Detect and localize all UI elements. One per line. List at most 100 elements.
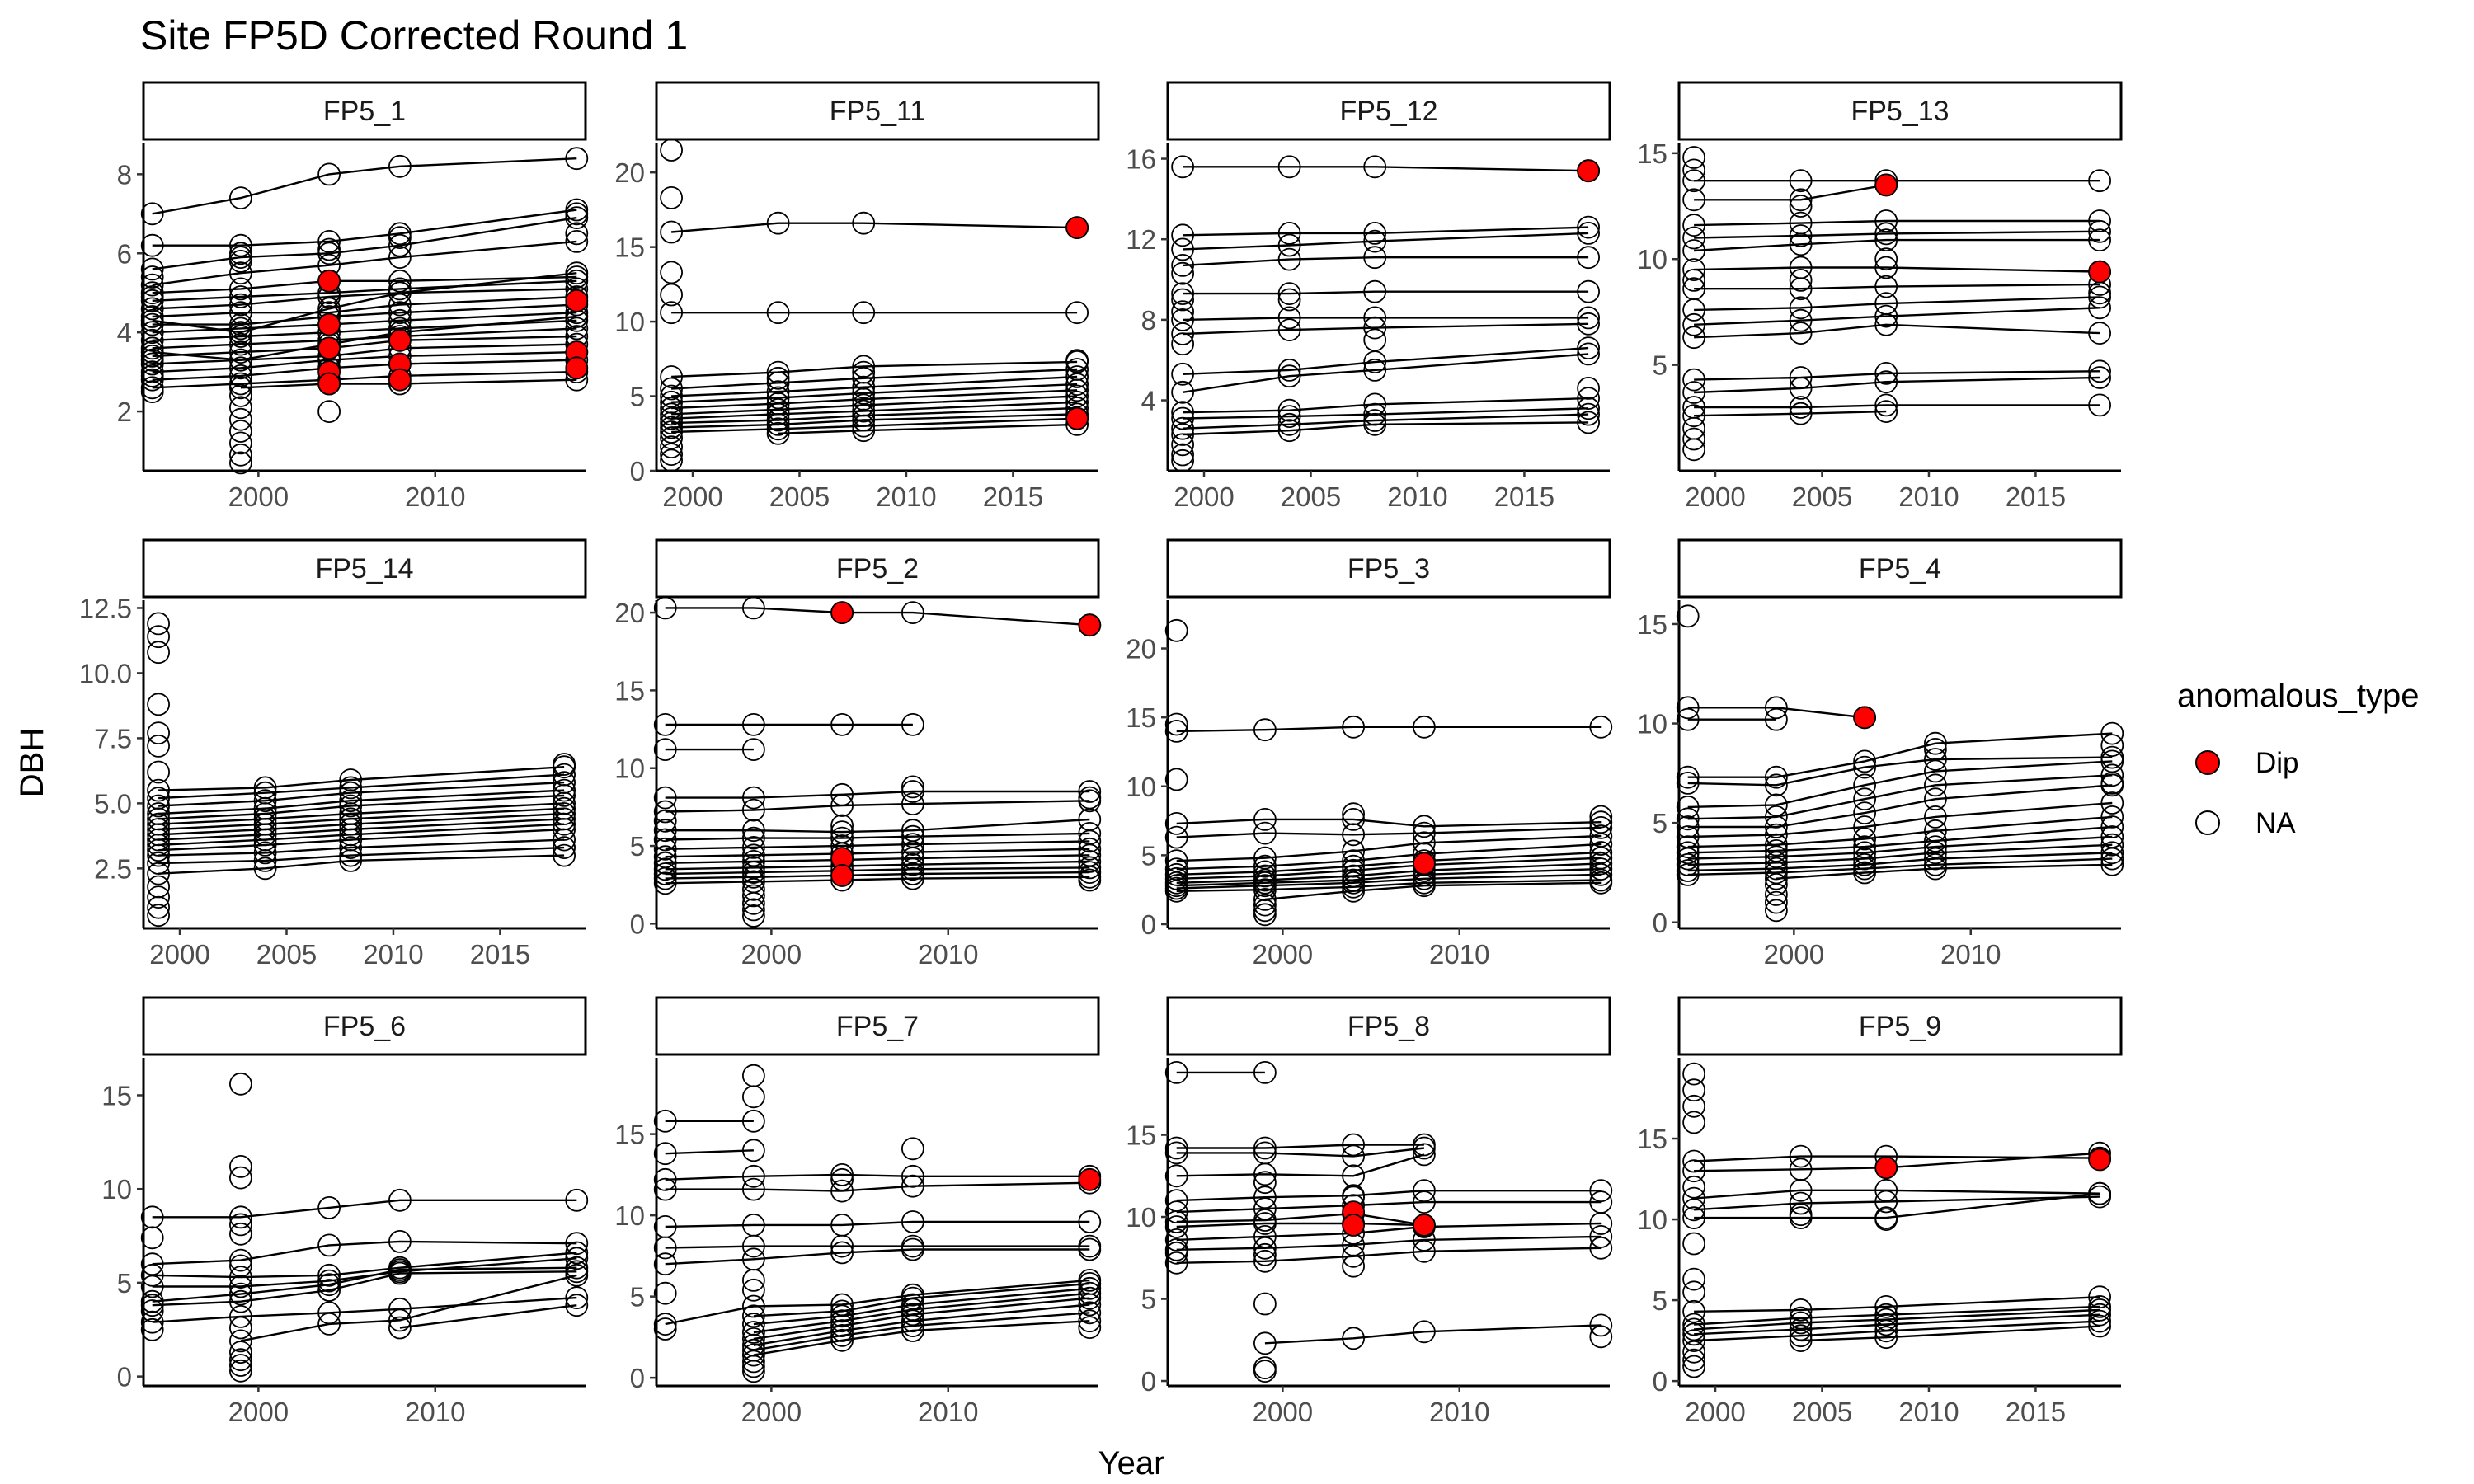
data-point-na [1764, 805, 1788, 829]
data-point-na [2088, 1303, 2112, 1327]
facet-strip [1677, 996, 2123, 1056]
data-point-na [742, 1278, 765, 1302]
tree-series-line [665, 1248, 1090, 1266]
tree-series-line [152, 216, 577, 270]
facet-strip-label: FP5_8 [1348, 1011, 1430, 1042]
tree-series-line [1182, 353, 1589, 393]
data-point-na [1577, 215, 1600, 239]
x-tick-label: 2000 [741, 939, 802, 970]
data-point-na [1682, 1175, 1706, 1199]
x-tick-label: 2000 [228, 1397, 289, 1427]
tree-series-line [152, 1266, 577, 1303]
data-point-na [1923, 805, 1947, 829]
y-tick-label: 5 [1653, 1285, 1667, 1316]
data-point-na [1682, 1094, 1706, 1118]
x-tick-label: 2010 [1387, 481, 1447, 512]
tree-series-line [1176, 857, 1602, 880]
data-point-na [653, 809, 677, 833]
data-point-na [140, 1205, 164, 1229]
data-point-na [147, 778, 171, 802]
y-tick-label: 10 [1126, 1202, 1156, 1233]
data-point-na [1853, 787, 1877, 811]
tree-series-line [1694, 283, 2100, 290]
data-point-na [1923, 857, 1947, 881]
data-point-na [2100, 815, 2124, 838]
tree-series-line [753, 1292, 1090, 1334]
facet-strip [1166, 538, 1611, 599]
data-point-na [1413, 821, 1436, 845]
data-point-na [830, 1179, 854, 1203]
data-point-na [565, 147, 589, 171]
data-point-na [1413, 815, 1436, 838]
data-point-na [228, 1275, 252, 1298]
data-point-na [660, 384, 683, 408]
data-point-na [653, 713, 677, 736]
data-point-na [228, 233, 252, 257]
tree-series-line [1687, 825, 2113, 854]
data-point-na [742, 1304, 765, 1328]
tree-series-line [1694, 370, 2100, 381]
data-point-na [1164, 1061, 1188, 1084]
tree-series-line [753, 1282, 1090, 1317]
data-point-na [147, 862, 171, 885]
data-point-na [1682, 1111, 1706, 1134]
facet-strip [1166, 81, 1611, 141]
data-point-na [830, 1234, 854, 1258]
data-point-na [553, 784, 576, 807]
y-tick-label: 16 [1126, 144, 1156, 175]
data-point-na [1253, 1242, 1277, 1266]
data-point-na [228, 1266, 252, 1289]
tree-series-line [152, 1199, 577, 1219]
data-point-na [1682, 326, 1706, 350]
data-point-dip [2088, 1148, 2112, 1172]
data-point-na [1682, 258, 1706, 282]
data-point-na [1923, 787, 1947, 811]
tree-series-line [665, 1149, 754, 1155]
data-point-na [1342, 802, 1365, 826]
data-point-na [228, 1248, 252, 1272]
data-point-na [901, 780, 924, 803]
data-point-na [1874, 1326, 1898, 1350]
data-point-na [2100, 772, 2124, 795]
data-point-na [140, 233, 164, 257]
data-point-na [1874, 400, 1898, 424]
data-point-dip [1853, 706, 1877, 730]
data-point-na [1874, 228, 1898, 252]
tree-series-line [1694, 1308, 2100, 1331]
data-point-na [147, 641, 171, 665]
data-point-na [565, 1232, 589, 1256]
data-point-na [2100, 852, 2124, 876]
data-point-na [140, 265, 164, 289]
data-point-na [1253, 808, 1277, 831]
data-point-na [1874, 256, 1898, 279]
data-point-na [1682, 214, 1706, 237]
data-point-na [2100, 721, 2124, 745]
data-point-na [742, 884, 765, 908]
data-point-na [742, 1343, 765, 1367]
data-point-na [1874, 1190, 1898, 1214]
data-point-na [1413, 1320, 1436, 1344]
data-point-na [388, 1261, 412, 1285]
data-point-na [228, 186, 252, 210]
data-point-na [901, 852, 924, 876]
tree-series-line [152, 209, 577, 247]
data-point-na [1253, 1292, 1277, 1316]
data-point-na [1171, 448, 1194, 472]
y-tick-label: 5.0 [94, 788, 132, 819]
data-point-na [228, 332, 252, 356]
tree-series-line [1176, 843, 1602, 871]
data-point-na [1253, 1162, 1277, 1186]
data-point-na [1253, 893, 1277, 917]
data-point-na [2088, 1314, 2112, 1338]
data-point-na [653, 596, 677, 620]
y-tick-label: 15 [101, 1080, 132, 1111]
data-point-na [653, 786, 677, 810]
data-point-na [1164, 825, 1188, 849]
x-tick-label: 2000 [1174, 481, 1234, 512]
tree-series-line [152, 1240, 577, 1266]
data-point-na [1789, 296, 1813, 320]
data-point-na [1253, 1197, 1277, 1220]
data-point-dip [317, 269, 341, 293]
data-point-na [1682, 1299, 1706, 1323]
data-point-na [228, 249, 252, 273]
